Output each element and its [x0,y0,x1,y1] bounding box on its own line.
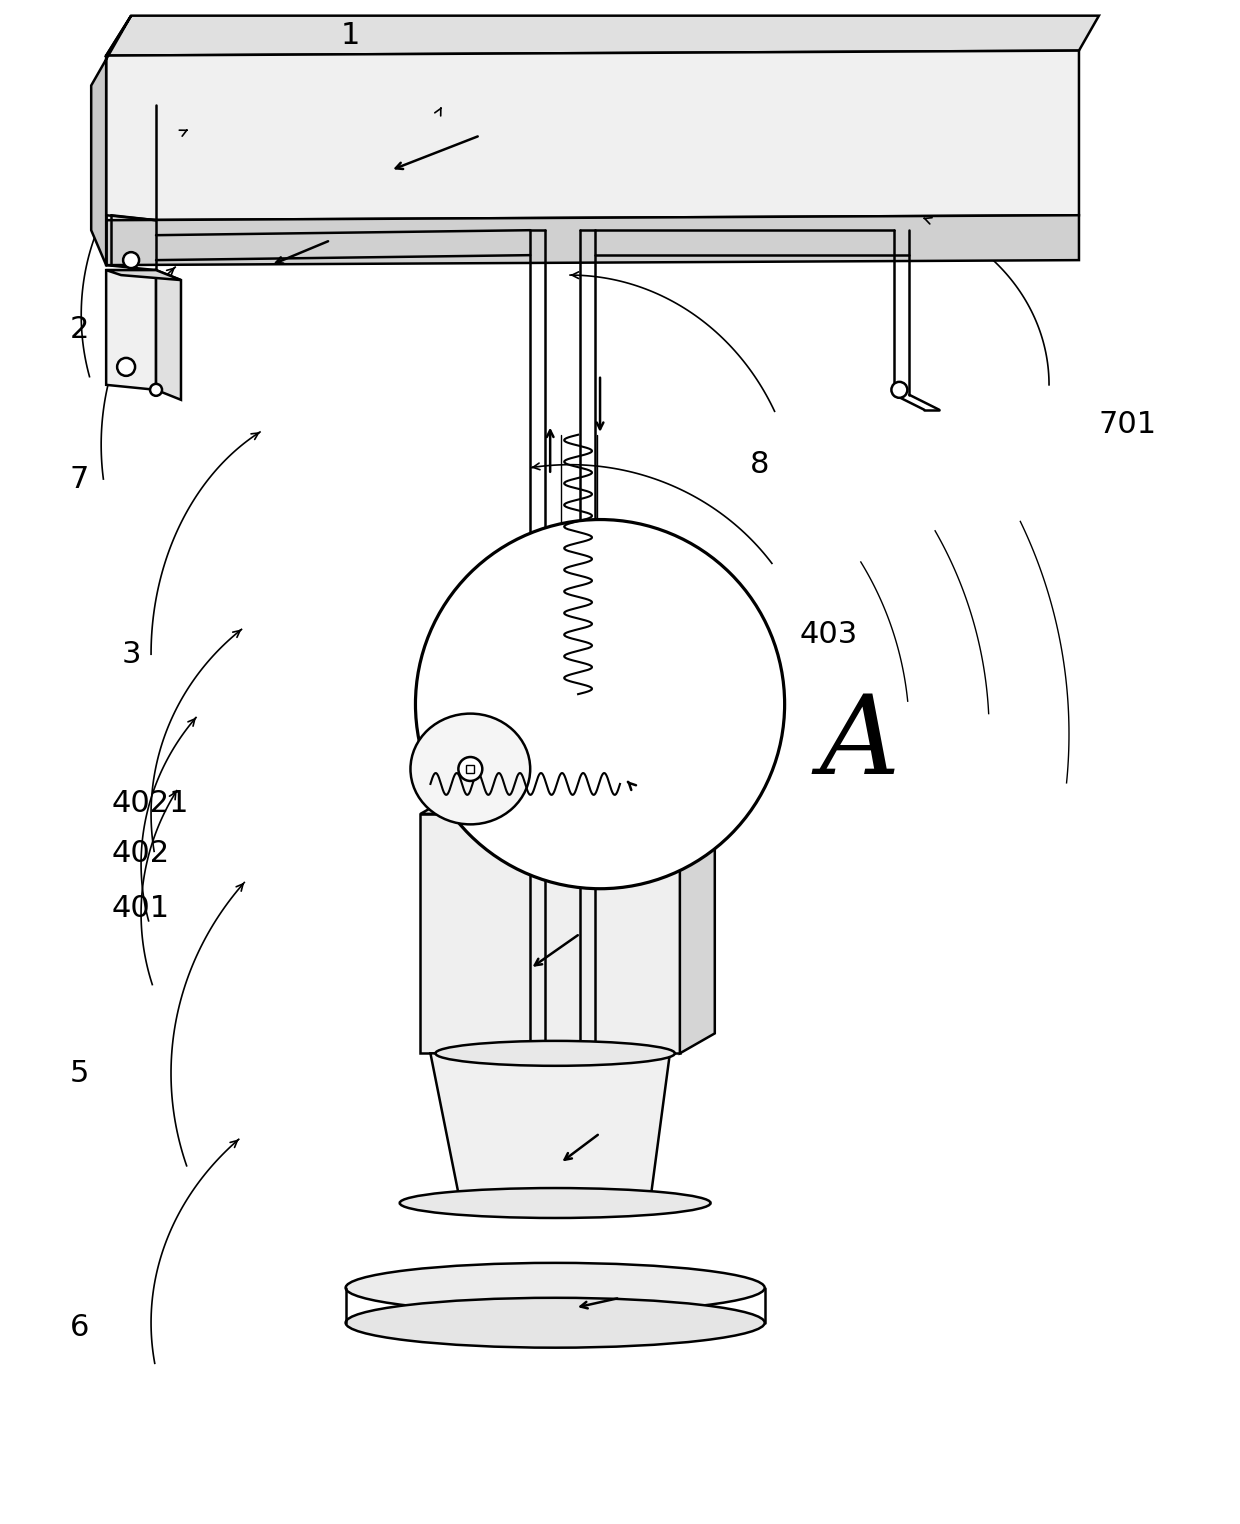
Text: 6: 6 [69,1314,89,1343]
Polygon shape [107,15,1099,55]
Polygon shape [107,270,181,280]
Polygon shape [156,270,181,399]
Circle shape [415,520,785,888]
Text: 3: 3 [122,640,141,669]
Text: 402: 402 [112,840,170,869]
Text: 1: 1 [341,21,361,50]
Text: A: A [820,690,899,797]
Ellipse shape [346,1298,765,1347]
Polygon shape [680,794,714,1053]
Text: 4021: 4021 [112,789,188,818]
Polygon shape [430,1053,670,1202]
Text: 701: 701 [1099,410,1157,439]
Polygon shape [92,15,131,265]
Polygon shape [466,765,475,773]
Circle shape [150,384,162,396]
Circle shape [123,251,139,268]
Polygon shape [107,215,1079,265]
Circle shape [117,358,135,376]
Text: 8: 8 [750,450,770,479]
Ellipse shape [399,1189,711,1218]
Text: 403: 403 [800,620,858,649]
Text: 401: 401 [112,895,170,924]
Ellipse shape [346,1263,765,1312]
Text: 5: 5 [69,1059,89,1088]
Polygon shape [107,50,1079,219]
Polygon shape [107,270,156,390]
Circle shape [892,383,908,398]
Ellipse shape [435,1041,675,1065]
Text: 2: 2 [69,315,89,344]
Text: 7: 7 [69,465,89,494]
Ellipse shape [410,713,531,824]
Polygon shape [420,794,714,814]
Polygon shape [420,814,680,1053]
Circle shape [459,757,482,780]
